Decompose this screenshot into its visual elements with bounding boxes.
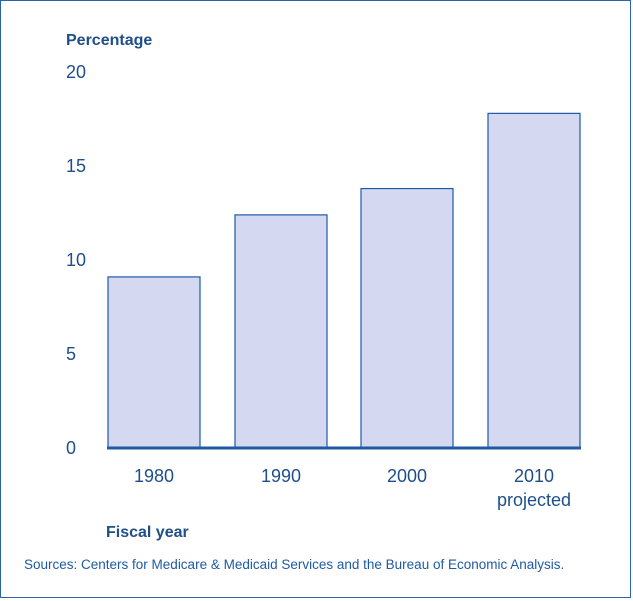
x-tick-label: 1980 xyxy=(134,466,174,486)
bar xyxy=(487,112,581,449)
bar xyxy=(360,187,454,449)
frame-bottom-line xyxy=(0,597,631,598)
x-tick-label: 2010 xyxy=(514,466,554,486)
y-tick-label: 5 xyxy=(66,344,76,364)
y-tick-label: 10 xyxy=(66,250,86,270)
bar xyxy=(107,276,201,449)
y-tick-label: 0 xyxy=(66,438,76,458)
y-axis-title: Percentage xyxy=(66,32,153,49)
y-tick-label: 20 xyxy=(66,62,86,82)
source-note: Sources: Centers for Medicare & Medicaid… xyxy=(24,557,565,572)
x-axis-title: Fiscal year xyxy=(106,524,189,541)
bar xyxy=(234,214,328,449)
x-tick-sublabel: projected xyxy=(497,490,571,510)
x-tick-label: 1990 xyxy=(261,466,301,486)
x-tick-label: 2000 xyxy=(387,466,427,486)
y-tick-label: 15 xyxy=(66,156,86,176)
